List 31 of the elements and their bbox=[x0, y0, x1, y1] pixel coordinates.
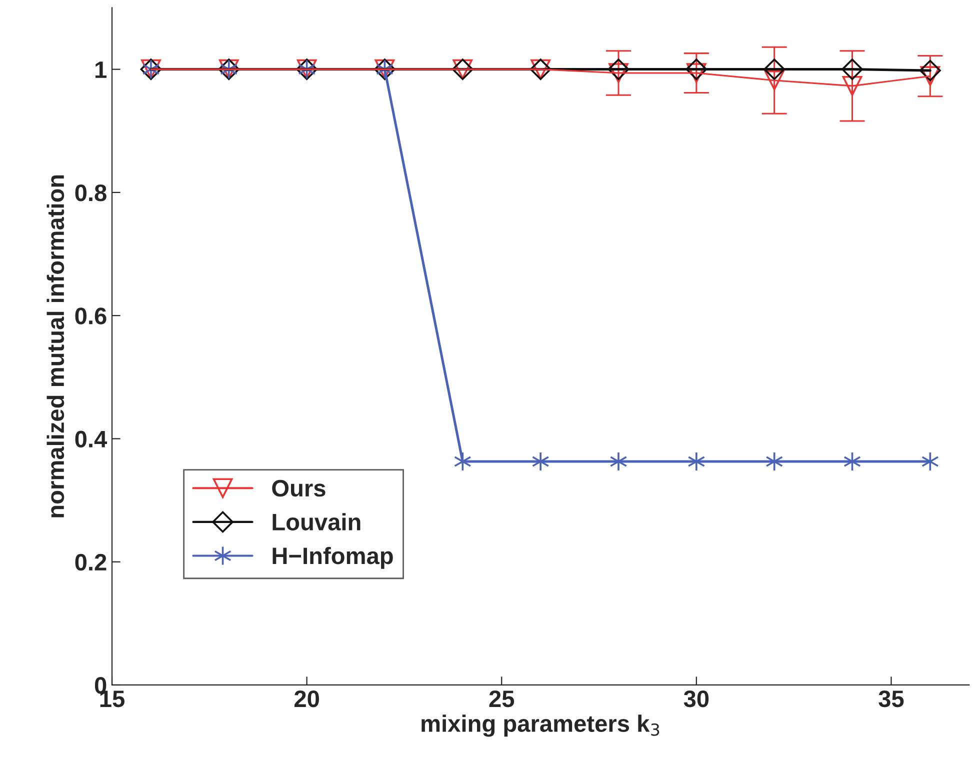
legend-label: Louvain bbox=[272, 513, 360, 530]
x-tick-label: 25 bbox=[489, 690, 514, 708]
y-axis-title: normalized mutual information bbox=[46, 175, 64, 518]
point bbox=[686, 58, 708, 80]
x-tick-label: 35 bbox=[878, 690, 904, 708]
y-tick-label: 1 bbox=[96, 62, 106, 78]
legend-label: Ours bbox=[272, 480, 326, 497]
y-tick-label: 0.4 bbox=[75, 430, 108, 448]
point bbox=[764, 58, 786, 80]
point bbox=[920, 66, 940, 86]
point bbox=[686, 63, 706, 83]
y-tick-label: 0.2 bbox=[75, 554, 106, 571]
point bbox=[842, 58, 863, 80]
point bbox=[764, 70, 784, 90]
point bbox=[608, 63, 628, 83]
y-tick-label: 0.6 bbox=[75, 308, 106, 324]
x-tick-label: 30 bbox=[684, 690, 709, 708]
point bbox=[842, 76, 862, 96]
point bbox=[454, 452, 472, 472]
point bbox=[532, 452, 550, 472]
x-axis-title: mixing parameters k$_{3}$ bbox=[422, 714, 660, 737]
point bbox=[919, 60, 941, 82]
legend-label: H−Infomap bbox=[272, 546, 393, 569]
point bbox=[766, 452, 784, 472]
y-tick-label: 0.8 bbox=[75, 184, 106, 202]
point bbox=[921, 452, 939, 472]
x-tick-label: 20 bbox=[294, 690, 319, 708]
point bbox=[688, 452, 706, 472]
point bbox=[610, 452, 628, 472]
point bbox=[844, 452, 861, 472]
point bbox=[608, 58, 630, 80]
